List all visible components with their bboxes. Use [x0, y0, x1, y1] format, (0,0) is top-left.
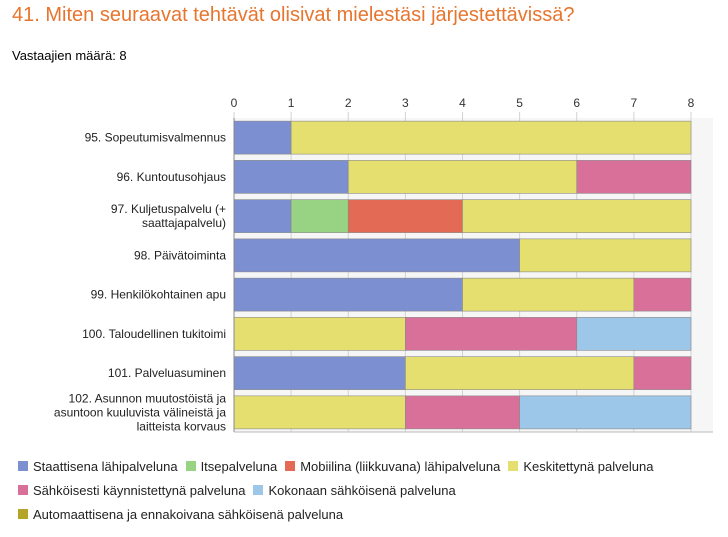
- legend-label: Itsepalveluna: [200, 458, 278, 474]
- category-label: 101. Palveluasuminen: [108, 366, 226, 380]
- bar-segment: [462, 277, 635, 312]
- legend-item: Automaattisena ja ennakoivana sähköisenä…: [18, 507, 343, 522]
- chart-legend: Staattisena lähipalveluna Itsepalveluna …: [18, 454, 728, 526]
- x-tick-label: 8: [688, 96, 695, 110]
- legend-label: Sähköisesti käynnistettynä palveluna: [33, 482, 246, 498]
- bar-segment: [233, 160, 349, 194]
- legend-row: Staattisena lähipalveluna Itsepalveluna …: [18, 454, 728, 478]
- bar-segment: [576, 317, 692, 351]
- respondent-count: Vastaajien määrä: 8: [12, 48, 127, 63]
- x-tick-label: 3: [402, 96, 409, 110]
- legend-item: Itsepalveluna: [185, 458, 278, 474]
- x-tick-label: 7: [631, 96, 638, 110]
- bar-segment: [462, 199, 692, 233]
- legend-swatch: [18, 461, 28, 471]
- category-label: 95. Sopeutumisvalmennus: [85, 131, 226, 145]
- category-label: 98. Päivätoiminta: [134, 248, 226, 262]
- legend-label: Staattisena lähipalveluna: [33, 458, 178, 474]
- bar-segment: [405, 317, 578, 351]
- category-label: 97. Kuljetuspalvelu (+ saattajapalvelu): [111, 202, 226, 230]
- bar-segment: [233, 120, 292, 155]
- category-label: 99. Henkilökohtainen apu: [91, 288, 226, 302]
- bar-segment: [633, 277, 692, 312]
- legend-item: Staattisena lähipalveluna: [18, 459, 178, 474]
- legend-label: Keskitettynä palveluna: [523, 458, 654, 474]
- bar-segment: [233, 238, 520, 273]
- bar-segment: [576, 160, 692, 194]
- bar-segment: [405, 395, 520, 430]
- legend-item: Kokonaan sähköisenä palveluna: [253, 482, 456, 498]
- legend-swatch: [18, 509, 28, 519]
- stacked-bar-chart: 0 1 2 3 4 5 6 7 8 95. Sopeutumisvalmennus 96. Kunt…: [54, 96, 713, 433]
- legend-row: Automaattisena ja ennakoivana sähköisenä…: [18, 502, 728, 526]
- legend-swatch: [185, 461, 196, 471]
- legend-item: Sähköisesti käynnistettynä palveluna: [18, 483, 245, 498]
- bar-segment: [519, 395, 692, 430]
- bar-segment: [290, 199, 349, 233]
- category-label: 100. Taloudellinen tukitoimi: [82, 327, 226, 341]
- bar-segment: [233, 277, 463, 312]
- category-label: 102. Asunnon muutostöistä ja asuntoon kuu…: [54, 391, 226, 433]
- bar-segment: [405, 356, 635, 390]
- legend-swatch: [285, 461, 296, 471]
- x-tick-label: 5: [516, 96, 523, 110]
- x-tick-label: 6: [573, 96, 580, 110]
- x-tick-label: 4: [459, 96, 466, 110]
- chart-title: 41. Miten seuraavat tehtävät olisivat mi…: [12, 4, 575, 26]
- bar-segment: [233, 356, 406, 390]
- x-tick-label: 2: [345, 96, 352, 110]
- bar-segment: [519, 238, 692, 273]
- legend-row: Sähköisesti käynnistettynä palveluna Kok…: [18, 478, 728, 502]
- bar-segment: [233, 395, 406, 430]
- bar-segment: [633, 356, 692, 390]
- category-label: 96. Kuntoutusohjaus: [117, 170, 226, 184]
- x-tick-label: 0: [231, 96, 238, 110]
- legend-swatch: [508, 461, 519, 471]
- legend-swatch: [18, 485, 28, 495]
- legend-item: Mobiilina (liikkuvana) lähipalveluna: [285, 459, 500, 474]
- x-tick-label: 1: [288, 96, 295, 110]
- legend-swatch: [253, 485, 264, 495]
- legend-item: Keskitettynä palveluna: [508, 459, 653, 474]
- bar-segment: [290, 120, 692, 155]
- legend-label: Kokonaan sähköisenä palveluna: [268, 482, 456, 498]
- legend-label: Mobiilina (liikkuvana) lähipalveluna: [300, 458, 501, 474]
- legend-label: Automaattisena ja ennakoivana sähköisenä…: [33, 506, 344, 522]
- bar-segment: [347, 160, 578, 194]
- bar-segment: [347, 199, 463, 233]
- bar-segment: [233, 317, 406, 351]
- bar-segment: [233, 199, 292, 233]
